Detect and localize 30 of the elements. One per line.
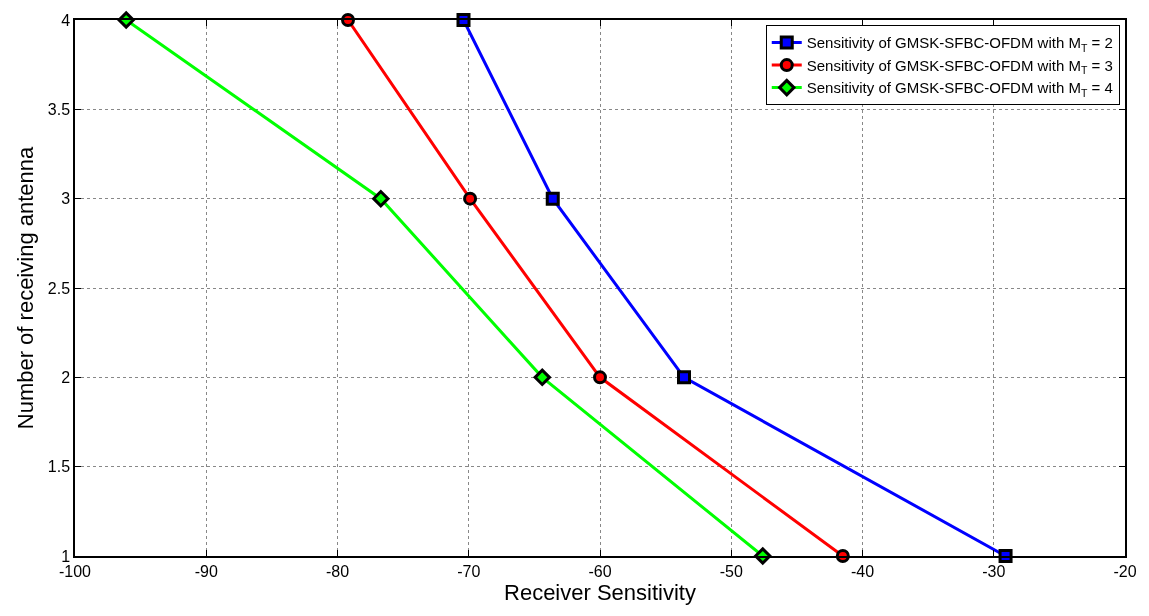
- y-tick-label: 2.5: [47, 279, 71, 297]
- y-tick-label: 3.5: [47, 100, 71, 118]
- legend-label: Sensitivity of GMSK-SFBC-OFDM with M$_{T}$ = 2: [806, 34, 1113, 54]
- y-tick-label: 4: [61, 11, 71, 29]
- y-tick-label: 3: [61, 190, 71, 208]
- x-tick-label: -100: [58, 562, 92, 580]
- point: [533, 368, 551, 386]
- x-tick-label: -70: [457, 562, 481, 580]
- point: [463, 191, 478, 206]
- y-tick-label: 1: [61, 547, 71, 565]
- y-tick-label: 1.5: [47, 458, 71, 476]
- x-tick-label: -90: [194, 562, 218, 580]
- x-tick-label: -80: [325, 562, 350, 580]
- x-tick-label: -50: [719, 562, 743, 580]
- point: [545, 191, 560, 206]
- x-tick-label: -40: [850, 562, 875, 580]
- point: [677, 370, 691, 385]
- legend-label: Sensitivity of GMSK-SFBC-OFDM with M$_{T}$ = 3: [806, 56, 1113, 77]
- point: [998, 549, 1013, 563]
- y-tick-label: 2: [61, 368, 71, 386]
- point: [754, 547, 772, 565]
- x-tick-label: -30: [982, 562, 1006, 580]
- point: [593, 370, 607, 385]
- legend-label: Sensitivity of GMSK-SFBC-OFDM with M$_{T}$ = 4: [806, 79, 1113, 99]
- point: [117, 11, 135, 29]
- x-axis-title: Receiver Sensitivity: [504, 579, 696, 605]
- x-tick-label: -20: [1113, 562, 1137, 580]
- x-tick-label: -60: [588, 562, 612, 580]
- point: [372, 190, 390, 208]
- y-axis-title: Number of receiving antenna: [13, 145, 39, 430]
